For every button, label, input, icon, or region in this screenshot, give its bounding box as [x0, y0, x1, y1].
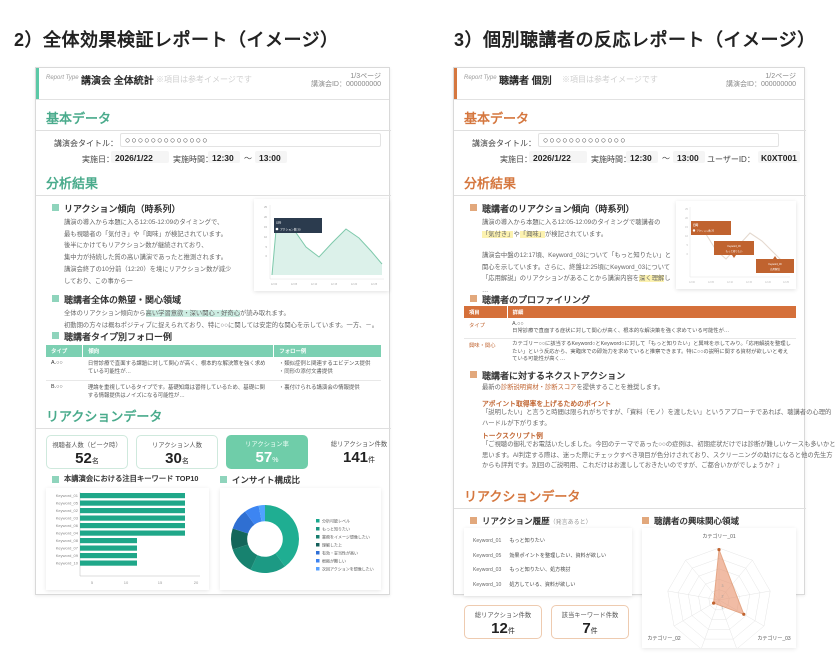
svg-text:Keyword_03: Keyword_03 — [768, 263, 782, 266]
svg-text:12:10: 12:10 — [311, 283, 318, 286]
svg-text:根拠が難しい: 根拠が難しい — [322, 557, 346, 563]
svg-text:もっと知りたい: もっと知りたい — [322, 525, 350, 531]
svg-text:12:05: 12:05 — [708, 281, 715, 284]
svg-text:分析可能レベル: 分析可能レベル — [322, 517, 350, 523]
svg-text:Keyword_10: Keyword_10 — [56, 561, 79, 566]
svg-text:カテゴリー_01: カテゴリー_01 — [702, 533, 736, 540]
svg-text:2: 2 — [722, 595, 724, 599]
svg-text:Keyword_09: Keyword_09 — [56, 553, 79, 558]
svg-text:1: 1 — [722, 606, 724, 610]
svg-text:20: 20 — [194, 580, 199, 585]
svg-text:15: 15 — [264, 225, 267, 229]
svg-text:20: 20 — [264, 215, 267, 219]
svg-text:Keyword_03: Keyword_03 — [56, 516, 79, 521]
svg-text:10: 10 — [264, 235, 267, 239]
svg-text:5: 5 — [91, 580, 94, 585]
svg-text:カテゴリー_02: カテゴリー_02 — [647, 635, 681, 642]
svg-text:Keyword_03: Keyword_03 — [727, 245, 741, 248]
svg-text:0: 0 — [687, 252, 689, 256]
svg-text:10: 10 — [685, 234, 688, 238]
svg-text:12:15: 12:15 — [331, 283, 338, 286]
svg-text:12:25: 12:25 — [783, 281, 790, 284]
svg-text:12:05: 12:05 — [291, 283, 298, 286]
svg-text:日時: 日時 — [693, 223, 699, 227]
svg-text:日時: 日時 — [276, 221, 282, 225]
svg-text:12:10: 12:10 — [727, 281, 734, 284]
svg-text:20: 20 — [685, 216, 688, 220]
svg-text:アクション数 30: アクション数 30 — [280, 228, 301, 232]
svg-text:15: 15 — [685, 225, 688, 229]
svg-text:12:20: 12:20 — [765, 281, 772, 284]
svg-text:理解した上: 理解した上 — [322, 541, 342, 547]
svg-text:0: 0 — [266, 254, 268, 258]
svg-text:12:20: 12:20 — [351, 283, 358, 286]
svg-text:カテゴリー_03: カテゴリー_03 — [757, 635, 791, 642]
svg-text:Keyword_08: Keyword_08 — [56, 538, 79, 543]
svg-text:12:15: 12:15 — [746, 281, 753, 284]
svg-text:15: 15 — [158, 580, 163, 585]
svg-text:12:25: 12:25 — [371, 283, 378, 286]
svg-text:5: 5 — [266, 245, 268, 249]
svg-text:3: 3 — [722, 584, 724, 588]
svg-text:Keyword_06: Keyword_06 — [56, 523, 79, 528]
svg-text:10: 10 — [124, 580, 129, 585]
svg-text:12:00: 12:00 — [271, 283, 278, 286]
svg-text:25: 25 — [264, 205, 267, 209]
svg-text:Keyword_05: Keyword_05 — [56, 501, 79, 506]
svg-text:次回アクションを想像したい: 次回アクションを想像したい — [322, 565, 374, 571]
svg-text:有効・妥当性が高い: 有効・妥当性が高い — [322, 549, 358, 555]
svg-text:業務をイメージ想像したい: 業務をイメージ想像したい — [322, 533, 370, 539]
svg-text:Keyword_07: Keyword_07 — [56, 546, 79, 551]
svg-text:Keyword_04: Keyword_04 — [56, 531, 79, 536]
svg-text:5: 5 — [687, 243, 689, 247]
svg-text:25: 25 — [685, 207, 688, 211]
svg-text:Keyword_02: Keyword_02 — [56, 508, 79, 513]
svg-text:応用解説: 応用解説 — [770, 267, 780, 271]
svg-text:もっと知りたい: もっと知りたい — [726, 249, 743, 253]
svg-text:アクション数 20: アクション数 20 — [697, 229, 715, 233]
svg-text:12:00: 12:00 — [689, 281, 696, 284]
svg-text:Keyword_01: Keyword_01 — [56, 493, 79, 498]
